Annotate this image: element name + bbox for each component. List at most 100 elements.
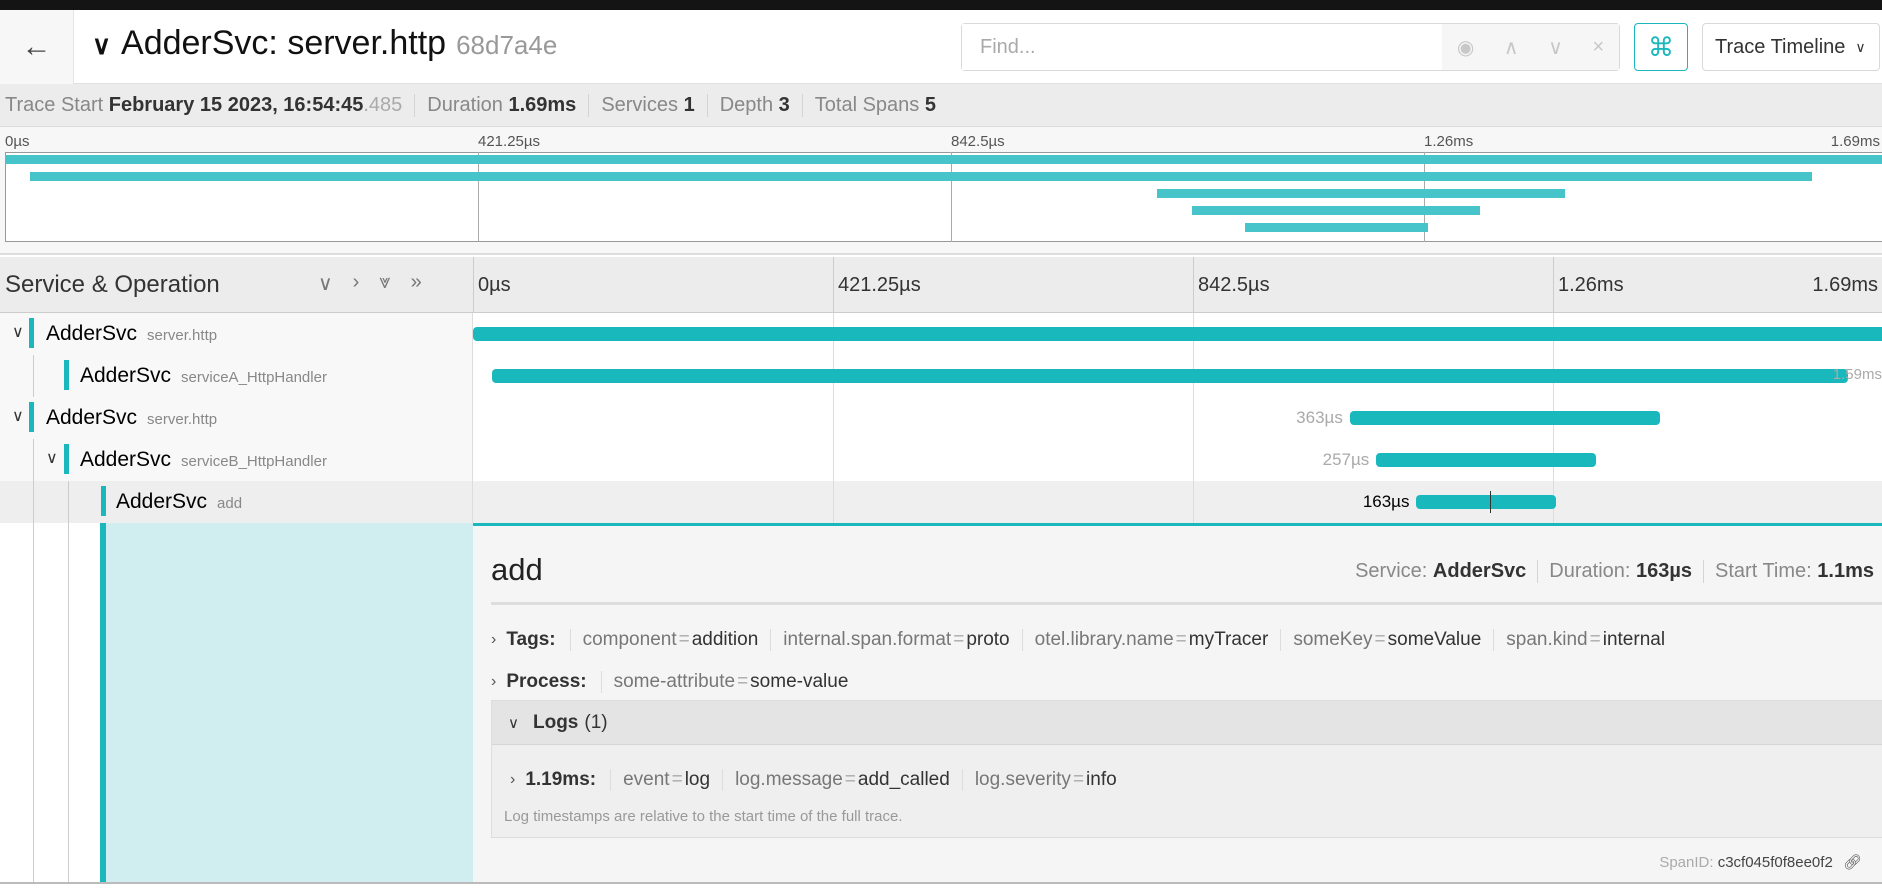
clear-find-icon[interactable]: × [1592,35,1605,58]
span-row-label[interactable]: ∨ AdderSvc server.http [0,313,473,355]
locate-icon[interactable]: ◉ [1456,36,1475,59]
next-match-icon[interactable]: ∨ [1548,36,1563,59]
divider [491,602,1882,605]
chevron-down-icon: ∨ [1855,38,1866,55]
span-operation: server.http [147,327,218,344]
timeline-tick-label: 0µs [478,274,511,296]
timeline-tick-label: 1.26ms [1558,274,1624,296]
chevron-right-icon: › [491,631,497,648]
minimap-span-bar [1244,223,1428,232]
timeline-gridline [1193,313,1194,524]
collapse-one-icon[interactable]: ∨ [318,273,333,295]
prev-match-icon[interactable]: ∧ [1503,36,1519,59]
trace-header: ← ∨ AdderSvc: server.http 68d7a4e ◉ ∧ ∨ … [0,10,1882,84]
minimap-span-bar [5,155,1882,164]
logs-note: Log timestamps are relative to the start… [504,808,903,825]
column-resizer[interactable] [473,257,474,313]
tree-line [33,523,34,882]
chevron-right-icon: › [491,673,497,690]
key-value: span.kind = internal [1493,629,1677,651]
minimap-span-bar [1191,206,1481,215]
service-color-bar [29,402,34,432]
log-entry[interactable]: › 1.19ms: event = log log.message = add_calle… [510,769,1129,791]
expand-all-icon[interactable]: » [410,271,422,293]
timeline-tick-label: 842.5µs [1198,274,1270,296]
span-row[interactable]: AdderSvc serviceA_HttpHandler [0,355,1882,397]
chevron-down-icon[interactable]: ∨ [12,408,24,425]
minimap-span-bar [1157,189,1565,198]
trace-duration: Duration 1.69ms [414,93,588,117]
minimap-span-bar [29,172,1812,181]
span-bar[interactable] [491,369,1849,383]
tags-section[interactable]: › Tags: component = addition internal.span.… [491,629,1677,651]
span-row-label[interactable]: AdderSvc serviceA_HttpHandler [0,355,473,397]
detail-left-pane [106,523,473,882]
span-duration: 163µs [1636,560,1693,582]
minimap-canvas[interactable] [5,152,1882,242]
span-start-time: 1.1ms [1817,560,1874,582]
trace-title-text: AdderSvc: server.http [121,24,447,62]
chevron-down-icon[interactable]: ∨ [46,450,58,467]
span-bar[interactable] [1349,411,1661,425]
span-service: AdderSvc add [116,490,243,513]
span-detail: add Service: AdderSvc Duration: 163µs St… [0,523,1882,882]
trace-summary: Trace Start February 15 2023, 16:54:45.4… [0,84,1882,127]
service-operation-title: Service & Operation [5,271,220,298]
service-color-bar [29,318,34,348]
span-row[interactable]: AdderSvc add [0,481,1882,523]
minimap-tick-label: 421.25µs [478,133,541,150]
keyboard-shortcuts-button[interactable]: ⌘ [1634,23,1688,71]
span-row-label[interactable]: ∨ AdderSvc serviceB_HttpHandler [0,439,473,481]
minimap-tick-label: 842.5µs [951,133,1005,150]
trace-depth: Depth 3 [706,93,802,117]
timeline-gridline [833,313,834,524]
tree-line [68,481,69,523]
collapse-all-icon[interactable]: ⩔ [379,271,391,293]
span-id: SpanID: c3cf045f0f8ee0f2 🔗︎ [1659,854,1862,871]
span-bar[interactable] [1416,495,1556,509]
trace-minimap[interactable]: 0µs 421.25µs 842.5µs 1.26ms 1.69ms [0,127,1882,255]
tree-line [33,355,34,397]
span-row[interactable]: ∨ AdderSvc serviceB_HttpHandler [0,439,1882,481]
minimap-gridline [951,152,952,242]
chevron-down-icon[interactable]: ∨ [12,324,24,341]
detail-color-bar [100,523,106,882]
span-operation: add [217,495,243,512]
span-duration-label: 163µs [1362,492,1410,511]
link-icon[interactable]: 🔗︎ [1842,854,1862,871]
span-meta: Service: AdderSvc Duration: 163µs Start … [1355,560,1874,583]
span-duration-label: 1.59ms [1832,366,1882,383]
key-value: some-attribute = some-value [600,671,861,693]
process-section[interactable]: › Process: some-attribute = some-value [491,671,860,693]
key-value: event = log [610,769,722,791]
chevron-right-icon: › [510,771,516,788]
service-color-bar [64,360,69,390]
chevron-down-icon: ∨ [508,714,519,732]
span-row[interactable]: ∨ AdderSvc server.http [0,313,1882,355]
span-duration-label: 363µs [1296,408,1343,427]
span-operation: serviceB_HttpHandler [181,453,327,470]
minimap-tick-label: 1.69ms [1830,133,1880,150]
expand-one-icon[interactable]: › [352,271,360,293]
span-row-label[interactable]: ∨ AdderSvc server.http [0,397,473,439]
trace-title[interactable]: ∨ AdderSvc: server.http 68d7a4e [92,24,557,63]
span-row[interactable]: ∨ AdderSvc server.http [0,397,1882,439]
trace-id: 68d7a4e [456,30,558,60]
tree-line [33,439,34,481]
window-top-bar [0,0,1882,10]
logs-header[interactable]: ∨ Logs (1) [492,701,1882,745]
timeline-gridline [833,257,834,313]
timeline-gridline [1553,257,1554,313]
span-duration-label: 257µs [1322,450,1370,469]
bottom-border [0,882,1882,884]
span-bar[interactable] [1376,453,1596,467]
span-row-label[interactable]: AdderSvc add [0,481,473,523]
key-value: component = addition [569,629,771,651]
key-value: someKey = someValue [1280,629,1493,651]
find-input[interactable] [962,24,1442,70]
span-bar[interactable] [473,327,1882,341]
timeline-tick-label: 1.69ms [1812,274,1878,296]
back-button[interactable]: ← [0,10,74,84]
chevron-down-icon: ∨ [92,30,112,60]
view-select[interactable]: Trace Timeline ∨ [1702,23,1880,71]
